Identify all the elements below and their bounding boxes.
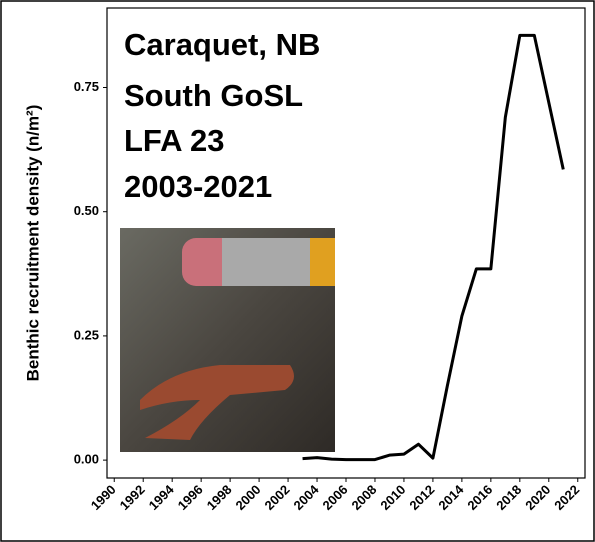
x-tick-label: 1992 bbox=[117, 482, 148, 513]
x-tick-label: 2004 bbox=[291, 481, 323, 513]
x-tick-label: 2006 bbox=[319, 482, 350, 513]
x-tick-label: 2000 bbox=[233, 482, 264, 513]
lobster bbox=[140, 365, 294, 440]
x-tick-label: 1998 bbox=[204, 482, 235, 513]
x-tick-label: 2002 bbox=[262, 482, 293, 513]
data-line bbox=[302, 33, 565, 462]
y-tick-label: 0.50 bbox=[74, 203, 99, 218]
x-tick-label: 2010 bbox=[377, 482, 408, 513]
x-tick-label: 2022 bbox=[551, 482, 582, 513]
photo bbox=[120, 228, 335, 452]
ferrule bbox=[222, 238, 312, 286]
x-tick-label: 1996 bbox=[175, 482, 206, 513]
annotation: Caraquet, NB bbox=[124, 27, 320, 62]
y-tick-label: 0.00 bbox=[74, 452, 99, 467]
annotation: 2003-2021 bbox=[124, 169, 272, 204]
x-tick-label: 2020 bbox=[522, 482, 553, 513]
x-tick-label: 2016 bbox=[464, 482, 495, 513]
x-tick-label: 1990 bbox=[88, 482, 119, 513]
annotation: South GoSL bbox=[124, 78, 303, 113]
y-axis-label: Benthic recruitment density (n/m²) bbox=[23, 105, 42, 382]
x-tick-label: 2018 bbox=[493, 482, 524, 513]
y-tick-label: 0.75 bbox=[74, 79, 99, 94]
x-tick-label: 1994 bbox=[146, 481, 178, 513]
x-tick-label: 2012 bbox=[406, 482, 437, 513]
y-tick-label: 0.25 bbox=[74, 327, 99, 342]
pencil bbox=[310, 238, 335, 286]
annotation: LFA 23 bbox=[124, 123, 225, 158]
x-tick-label: 2014 bbox=[435, 481, 467, 513]
x-tick-label: 2008 bbox=[348, 482, 379, 513]
